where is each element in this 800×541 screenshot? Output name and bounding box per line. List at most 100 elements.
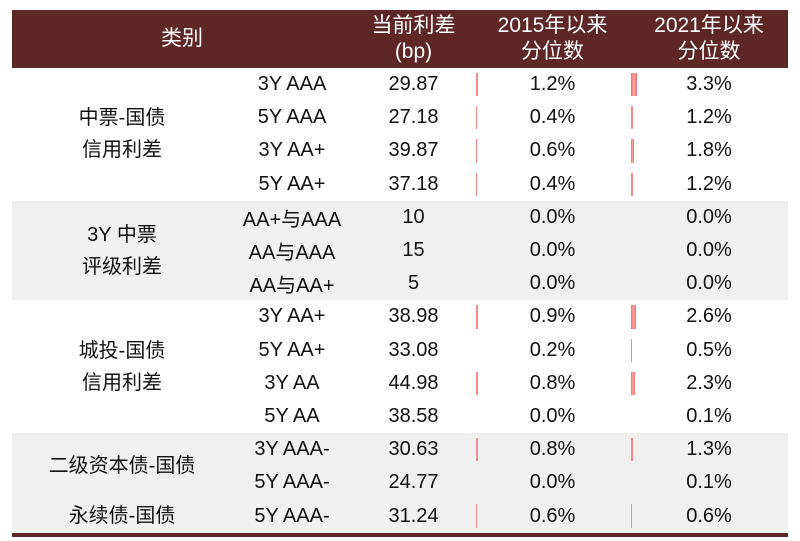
tenor-cell: AA与AAA	[232, 233, 352, 268]
pct-2021-cell: 2.3%	[630, 367, 788, 400]
header-spread-line2: (bp)	[394, 40, 433, 63]
tenor-cell: 5Y AA	[264, 404, 320, 427]
header-p2015-line2: 分位数	[521, 40, 584, 63]
tenor-cell: 5Y AAA-	[232, 499, 352, 533]
table-row: 5Y AAA- 24.77 0.0% 0.1%	[12, 466, 788, 500]
pct-2021-cell: 2.6%	[630, 300, 788, 333]
spread-cell: 39.87	[388, 139, 439, 162]
credit-spread-table: 类别 当前利差 (bp) 2015年以来 分位数 2021年以来 分位数	[12, 10, 788, 533]
tenor-cell: 3Y AAA-	[232, 433, 352, 467]
pct-2021-cell: 1.8%	[630, 134, 788, 167]
table-body: 中票-国债 信用利差 3Y AAA 29.87 1.2% 3.3% 5Y AAA…	[12, 68, 788, 533]
header-p2021-line2: 分位数	[677, 40, 741, 63]
table-row: 5Y AAA 27.18 0.4% 1.2%	[12, 101, 788, 134]
pct-2015-cell: 0.0%	[475, 466, 630, 500]
pct-2015-cell: 0.0%	[475, 233, 630, 268]
data-bar	[631, 139, 635, 163]
header-spread-line1: 当前利差	[371, 14, 456, 37]
group-label-mtn-treasury: 中票-国债 信用利差	[78, 107, 166, 162]
group-label-perpetual-treasury: 永续债-国债	[12, 499, 232, 533]
pct-2015-cell: 0.8%	[475, 433, 630, 467]
header-percentile-2015: 2015年以来 分位数	[475, 10, 630, 68]
group-label-3y-mtn-rating: 3Y 中票 评级利差	[12, 200, 232, 301]
table-row: 城投-国债 信用利差 3Y AA+ 38.98 0.9% 2.6%	[12, 300, 788, 394]
table-row: 二级资本债-国债 3Y AAA- 30.63 0.8% 1.3%	[12, 433, 788, 500]
pct-2015-cell: 0.0%	[475, 267, 630, 301]
table-row: 5Y AA+ 37.18 0.4% 1.2%	[12, 168, 788, 201]
data-bar	[631, 73, 638, 97]
data-bar	[631, 305, 636, 329]
pct-2021-cell: 1.2%	[630, 101, 788, 134]
spread-cell: 37.18	[388, 172, 439, 195]
data-bar	[476, 139, 478, 163]
pct-2015-cell: 0.0%	[529, 404, 576, 427]
data-bar	[476, 106, 478, 130]
table-row: AA与AA+ 5 0.0% 0.0%	[12, 267, 788, 301]
table-row: 3Y 中票 评级利差 AA+与AAA 10 0.0% 0.0%	[12, 200, 788, 301]
spread-cell: 27.18	[388, 106, 439, 129]
spread-cell: 38.58	[388, 404, 439, 427]
pct-2015-cell: 0.4%	[475, 168, 630, 201]
table-row: 永续债-国债 5Y AAA- 31.24 0.6% 0.6%	[12, 499, 788, 533]
spread-cell: 5	[352, 267, 475, 301]
header-p2015-line1: 2015年以来	[497, 14, 608, 37]
spread-cell: 38.98	[388, 305, 439, 328]
spread-cell: 31.24	[352, 499, 475, 533]
pct-2021-cell: 0.1%	[686, 404, 732, 427]
group-label-tier2-treasury: 二级资本债-国债	[12, 433, 232, 500]
header-current-spread: 当前利差 (bp)	[352, 10, 475, 68]
pct-2021-cell: 3.3%	[630, 68, 788, 101]
table-header: 类别 当前利差 (bp) 2015年以来 分位数 2021年以来 分位数	[12, 10, 788, 68]
spread-cell: 44.98	[388, 371, 439, 394]
tenor-cell: 3Y AA+	[258, 139, 326, 162]
spread-cell: 24.77	[352, 466, 475, 500]
spread-cell: 15	[352, 233, 475, 268]
data-bar	[631, 106, 634, 130]
data-bar	[631, 438, 634, 462]
data-bar	[631, 504, 633, 528]
group-label-lgfv-treasury: 城投-国债 信用利差	[78, 339, 166, 394]
data-bar	[476, 73, 479, 97]
pct-2021-cell: 0.0%	[630, 233, 788, 268]
table-row: 3Y AA+ 39.87 0.6% 1.8%	[12, 134, 788, 167]
tenor-cell: 3Y AAA	[257, 73, 327, 96]
tenor-cell: 5Y AAA	[257, 106, 327, 129]
table-row: 中票-国债 信用利差 3Y AAA 29.87 1.2% 3.3%	[12, 68, 788, 161]
data-bar	[631, 371, 636, 395]
data-bar	[631, 172, 634, 196]
table-row: 5Y AA 38.58 0.0% 0.1%	[12, 400, 788, 433]
table-wrap: 类别 当前利差 (bp) 2015年以来 分位数 2021年以来 分位数	[12, 10, 788, 537]
data-bar	[476, 305, 478, 329]
table-row: 5Y AA+ 33.08 0.2% 0.5%	[12, 334, 788, 367]
tenor-cell: AA与AA+	[232, 267, 352, 301]
pct-2021-cell: 0.6%	[630, 499, 788, 533]
pct-2021-cell: 0.0%	[630, 200, 788, 234]
pct-2021-cell: 0.0%	[630, 267, 788, 301]
table-row: 3Y AA 44.98 0.8% 2.3%	[12, 367, 788, 400]
pct-2015-cell: 1.2%	[475, 68, 630, 101]
spread-cell: 33.08	[388, 338, 439, 361]
tenor-cell: 3Y AA	[264, 371, 320, 394]
spread-cell: 29.87	[388, 73, 439, 96]
header-category-label: 类别	[161, 27, 203, 50]
tenor-cell: 5Y AA+	[258, 172, 326, 195]
data-bar	[476, 504, 478, 528]
data-bar	[476, 438, 478, 462]
header-percentile-2021: 2021年以来 分位数	[630, 10, 788, 68]
spread-cell: 30.63	[352, 433, 475, 467]
tenor-cell: AA+与AAA	[232, 200, 352, 234]
pct-2015-cell: 0.8%	[475, 367, 630, 400]
pct-2015-cell: 0.9%	[475, 300, 630, 333]
tenor-cell: 5Y AAA-	[232, 466, 352, 500]
data-bar	[476, 172, 478, 196]
pct-2021-cell: 1.2%	[630, 168, 788, 201]
pct-2015-cell: 0.4%	[475, 101, 630, 134]
pct-2015-cell: 0.6%	[475, 499, 630, 533]
spread-cell: 10	[352, 200, 475, 234]
pct-2015-cell: 0.0%	[475, 200, 630, 234]
pct-2021-cell: 1.3%	[630, 433, 788, 467]
pct-2021-cell: 0.1%	[630, 466, 788, 500]
tenor-cell: 5Y AA+	[258, 338, 326, 361]
data-bar	[476, 371, 478, 395]
